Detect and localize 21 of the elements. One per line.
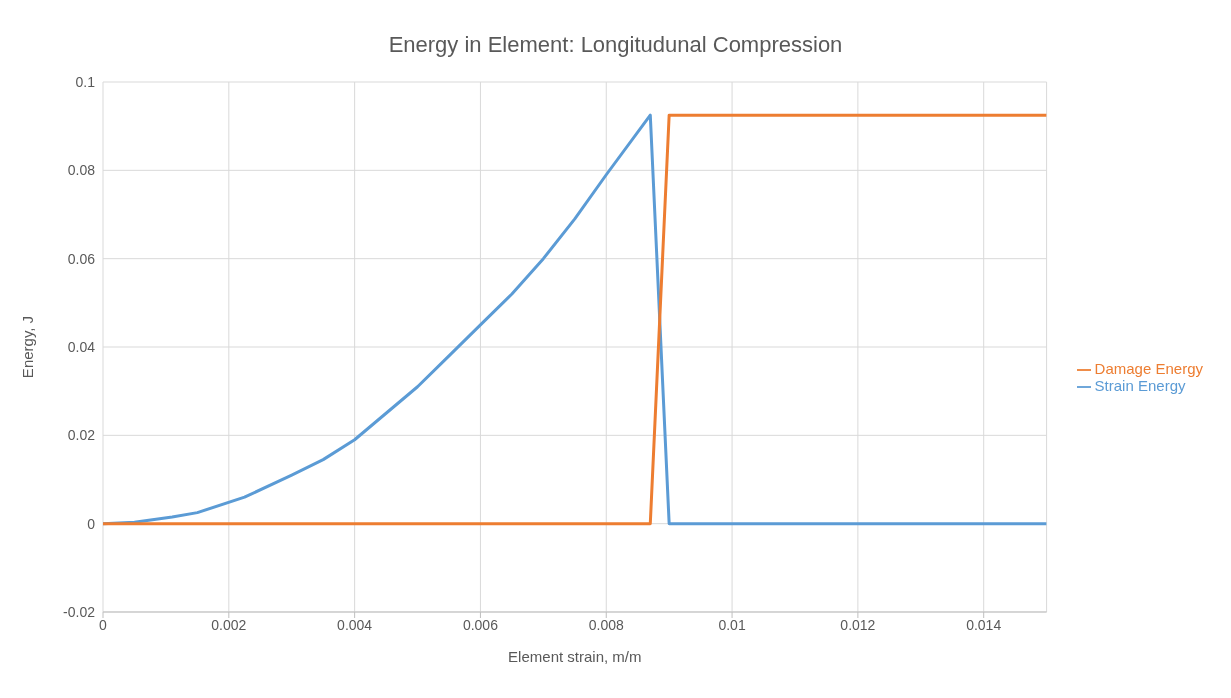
y-tick-label: 0.04	[67, 338, 96, 355]
x-tick-label: 0.008	[588, 616, 624, 633]
line-series	[103, 113, 1047, 526]
y-tick-label: 0	[87, 515, 96, 532]
x-tick-label: 0.004	[337, 616, 373, 633]
y-tick-label: 0.06	[67, 250, 96, 267]
x-tick-label: 0.014	[966, 616, 1002, 633]
y-tick-label: 0.1	[75, 73, 96, 90]
x-tick-label: 0.006	[462, 616, 499, 633]
legend-label: Strain Energy	[1094, 377, 1186, 394]
x-tick-label: 0.002	[211, 616, 247, 633]
x-tick-label: 0	[99, 616, 108, 633]
x-axis-title: Element strain, m/m	[508, 648, 642, 665]
y-axis-title: Energy, J	[19, 315, 37, 379]
y-tick-label: 0.02	[67, 427, 96, 444]
x-tick-label: 0.01	[718, 616, 746, 633]
chart-title: Energy in Element: Longitudunal Compression	[387, 31, 844, 59]
legend-label: Damage Energy	[1094, 359, 1203, 377]
x-tick-label: 0.012	[840, 616, 876, 633]
y-tick-label: -0.02	[63, 603, 96, 620]
y-tick-label: 0.08	[67, 162, 96, 179]
